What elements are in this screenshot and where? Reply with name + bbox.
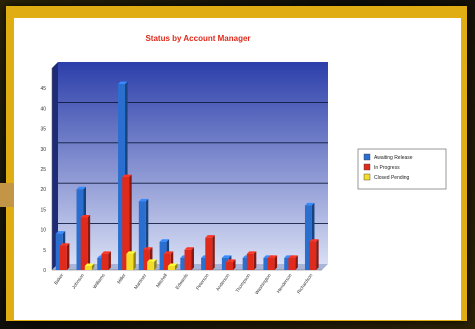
- x-tick-label: Miller: [116, 272, 127, 284]
- legend-label: In Progress: [374, 165, 400, 171]
- x-tick-label: Edwards: [175, 272, 190, 290]
- bar: [101, 251, 111, 270]
- bar-chart: Status by Account Manager 0 5 10 15 20 25 30 35…: [40, 34, 447, 295]
- y-tick-label: 25: [40, 167, 46, 173]
- bar: [126, 251, 136, 270]
- bar: [122, 174, 132, 270]
- x-tick-label: Anderson: [215, 272, 231, 291]
- bar: [246, 251, 257, 270]
- legend-swatch: [363, 153, 371, 161]
- bar: [84, 263, 95, 270]
- x-tick-label: Thompson: [235, 272, 252, 293]
- y-tick-label: 10: [40, 228, 46, 234]
- legend-swatch: [363, 163, 371, 171]
- bar: [288, 255, 298, 270]
- plot-depth-wall: [52, 62, 58, 270]
- bar: [59, 243, 70, 270]
- bar: [205, 235, 215, 270]
- x-tick-label: Peterson: [195, 272, 210, 290]
- bar: [267, 255, 278, 270]
- bar: [80, 214, 91, 270]
- y-tick-label: 15: [40, 207, 46, 213]
- x-tick-label: Williams: [92, 272, 106, 289]
- y-tick-label: 35: [40, 127, 46, 133]
- y-tick-label: 40: [40, 106, 46, 112]
- accent-band: [0, 183, 14, 207]
- y-tick-label: 5: [43, 248, 46, 254]
- x-tick-label: Martinez: [133, 272, 148, 290]
- bar: [226, 259, 236, 270]
- plot-area: [58, 62, 328, 264]
- chart-panel: Status by Account Manager 0 5 10 15 20 25 30 35…: [14, 18, 461, 320]
- y-tick-label: 20: [40, 187, 46, 193]
- legend-swatch: [363, 173, 371, 181]
- x-tick-label: Henderson: [276, 272, 293, 294]
- x-tick-label: Washington: [254, 272, 272, 295]
- x-tick-label: Mitchell: [155, 273, 168, 289]
- legend: Awaiting Release In Progress Closed Pendin…: [357, 148, 447, 190]
- x-tick-label: Richardson: [296, 272, 314, 294]
- legend-label: Closed Pending: [374, 175, 410, 181]
- y-tick-label: 45: [40, 86, 46, 92]
- y-tick-label: 0: [43, 268, 46, 274]
- x-tick-label: Baker: [53, 272, 64, 285]
- bar: [184, 247, 195, 270]
- bar: [147, 259, 157, 270]
- y-tick-label: 30: [40, 147, 46, 153]
- chart-title: Status by Account Manager: [145, 34, 250, 43]
- bar: [309, 239, 319, 270]
- legend-box: [357, 148, 447, 190]
- legend-label: Awaiting Release: [374, 155, 413, 161]
- x-tick-label: Johnson: [71, 272, 85, 289]
- bar: [167, 263, 178, 270]
